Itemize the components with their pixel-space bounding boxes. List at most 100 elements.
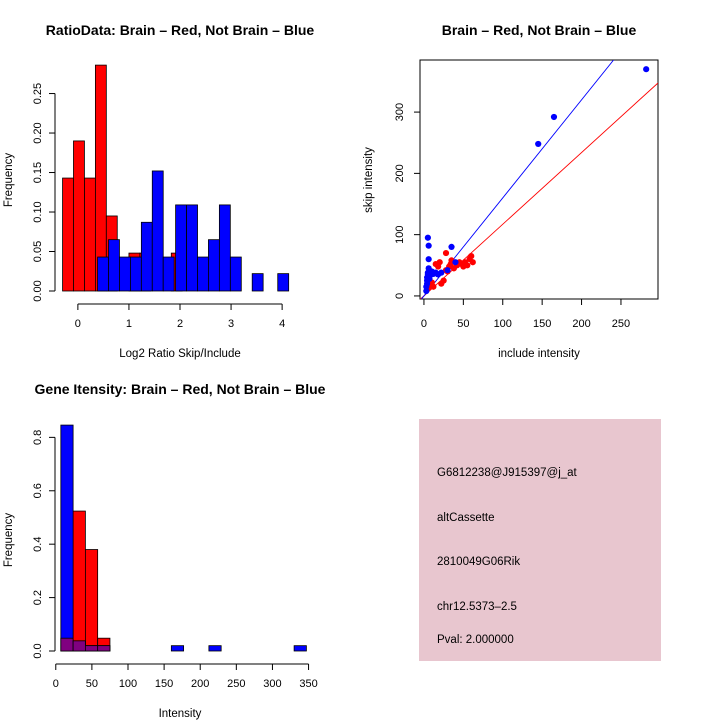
ratio-bar-notbrain xyxy=(162,256,175,292)
intensity-x-axis: 0 50 100 150 200 250 300 350 xyxy=(53,663,318,690)
intensity-y-tick-label: 0.6 xyxy=(32,483,44,498)
ratio-bar-notbrain xyxy=(218,204,231,292)
intensity-bar-brain xyxy=(72,510,86,652)
location-text: chr12.5373–2.5 xyxy=(437,601,517,613)
scatter-x-tick-label: 200 xyxy=(572,318,590,330)
scatter-point-brain xyxy=(430,283,437,290)
scatter-point-notbrain xyxy=(425,256,432,263)
intensity-bar-overlap xyxy=(97,645,111,652)
scatter-point-brain xyxy=(436,259,443,266)
gene-info-panel: G6812238@J915397@j_at altCassette 281004… xyxy=(419,419,661,661)
ratio-bar-notbrain xyxy=(97,256,109,292)
ratio-histogram-panel: RatioData: Brain – Red, Not Brain – Blue… xyxy=(3,22,314,360)
ratio-bar-notbrain xyxy=(175,204,187,292)
intensity-x-tick-label: 200 xyxy=(191,678,209,690)
scatter-point-brain xyxy=(469,259,476,266)
intensity-x-tick-label: 350 xyxy=(299,678,317,690)
intensity-x-label: Intensity xyxy=(159,708,202,720)
intensity-y-label: Frequency xyxy=(3,513,15,568)
scatter-x-tick-label: 50 xyxy=(457,318,469,330)
ratio-x-tick-label: 4 xyxy=(279,318,285,330)
intensity-x-tick-label: 250 xyxy=(227,678,245,690)
scatter-x-tick-label: 250 xyxy=(612,318,630,330)
scatter-x-tick-label: 150 xyxy=(533,318,551,330)
ratio-x-tick-label: 2 xyxy=(177,318,183,330)
scatter-point-brain xyxy=(464,262,471,269)
probe-id-text: G6812238@J915397@j_at xyxy=(437,467,578,479)
ratio-bar-notbrain xyxy=(277,273,290,292)
pval-text: Pval: 2.000000 xyxy=(437,634,514,646)
scatter-point-notbrain xyxy=(425,242,432,249)
scatter-points xyxy=(423,66,650,295)
ratio-x-axis: 0 1 2 3 4 xyxy=(75,303,285,330)
intensity-x-tick-label: 50 xyxy=(86,678,98,690)
ratio-y-tick-label: 0.15 xyxy=(32,162,44,183)
intensity-x-tick-label: 100 xyxy=(119,678,137,690)
intensity-y-tick-label: 0.8 xyxy=(32,430,44,445)
scatter-point-notbrain xyxy=(535,140,542,148)
ratio-bar-notbrain xyxy=(130,256,142,292)
scatter-y-axis: 0 100 200 300 xyxy=(394,103,421,299)
scatter-point-notbrain xyxy=(448,243,455,251)
intensity-x-tick-label: 0 xyxy=(53,678,59,690)
scatter-chart-title: Brain – Red, Not Brain – Blue xyxy=(442,22,637,38)
intensity-scatter-panel: Brain – Red, Not Brain – Blue 0 50 100 150 2… xyxy=(363,22,659,360)
ratio-bars xyxy=(62,64,290,292)
scatter-x-axis: 0 50 100 150 200 250 xyxy=(421,298,630,330)
ratio-bar-brain xyxy=(62,177,74,292)
ratio-x-tick-label: 3 xyxy=(228,318,234,330)
scatter-y-label: skip intensity xyxy=(363,147,375,213)
scatter-point-notbrain xyxy=(452,259,459,266)
scatter-y-tick-label: 200 xyxy=(394,164,406,182)
ratio-bar-notbrain xyxy=(108,239,120,292)
scatter-y-tick-label: 300 xyxy=(394,103,406,121)
intensity-bar-notbrain xyxy=(208,645,222,652)
scatter-point-brain xyxy=(440,277,447,284)
scatter-x-tick-label: 0 xyxy=(421,318,427,330)
gene-name-text: 2810049G06Rik xyxy=(437,556,520,568)
ratio-bar-brain xyxy=(73,140,85,292)
ratio-y-tick-label: 0.25 xyxy=(32,83,44,104)
scatter-fit-line-notbrain xyxy=(420,60,615,299)
ratio-x-tick-label: 0 xyxy=(75,318,81,330)
scatter-point-notbrain xyxy=(423,287,430,295)
intensity-x-tick-label: 300 xyxy=(263,678,281,690)
ratio-x-tick-label: 1 xyxy=(126,318,132,330)
ratio-bar-notbrain xyxy=(229,256,242,292)
intensity-bar-notbrain xyxy=(170,645,185,652)
ratio-chart-title: RatioData: Brain – Red, Not Brain – Blue xyxy=(46,22,315,38)
ratio-x-label: Log2 Ratio Skip/Include xyxy=(119,348,240,360)
info-background xyxy=(419,419,661,661)
intensity-bar-brain xyxy=(84,549,99,652)
ratio-bar-notbrain xyxy=(151,170,164,292)
scatter-point-brain xyxy=(442,249,450,257)
ratio-bar-notbrain xyxy=(140,221,153,292)
scatter-y-tick-label: 100 xyxy=(394,225,406,243)
event-type-text: altCassette xyxy=(437,512,495,524)
ratio-y-tick-label: 0.00 xyxy=(32,280,44,301)
ratio-y-tick-label: 0.05 xyxy=(32,241,44,262)
intensity-bar-overlap xyxy=(72,640,86,652)
ratio-bar-notbrain xyxy=(251,273,264,292)
intensity-chart-title: Gene Itensity: Brain – Red, Not Brain – … xyxy=(35,381,326,397)
intensity-histogram-panel: Gene Itensity: Brain – Red, Not Brain – … xyxy=(3,381,326,720)
intensity-bar-notbrain xyxy=(60,424,74,652)
intensity-bar-overlap xyxy=(60,637,74,652)
intensity-bar-overlap xyxy=(84,645,99,652)
scatter-point-brain xyxy=(468,253,475,260)
scatter-point-notbrain xyxy=(438,269,445,276)
intensity-bar-notbrain xyxy=(293,645,307,652)
ratio-bar-notbrain xyxy=(186,204,198,292)
intensity-x-tick-label: 150 xyxy=(155,678,173,690)
ratio-bar-notbrain xyxy=(119,256,131,292)
ratio-y-tick-label: 0.10 xyxy=(32,201,44,222)
scatter-point-notbrain xyxy=(424,234,431,241)
ratio-bar-notbrain xyxy=(197,256,209,292)
ratio-bar-brain xyxy=(84,177,96,292)
scatter-x-label: include intensity xyxy=(498,348,580,360)
intensity-y-tick-label: 0.0 xyxy=(32,643,44,658)
intensity-y-tick-label: 0.4 xyxy=(32,537,44,552)
scatter-point-notbrain xyxy=(643,66,650,73)
scatter-x-tick-label: 100 xyxy=(494,318,512,330)
